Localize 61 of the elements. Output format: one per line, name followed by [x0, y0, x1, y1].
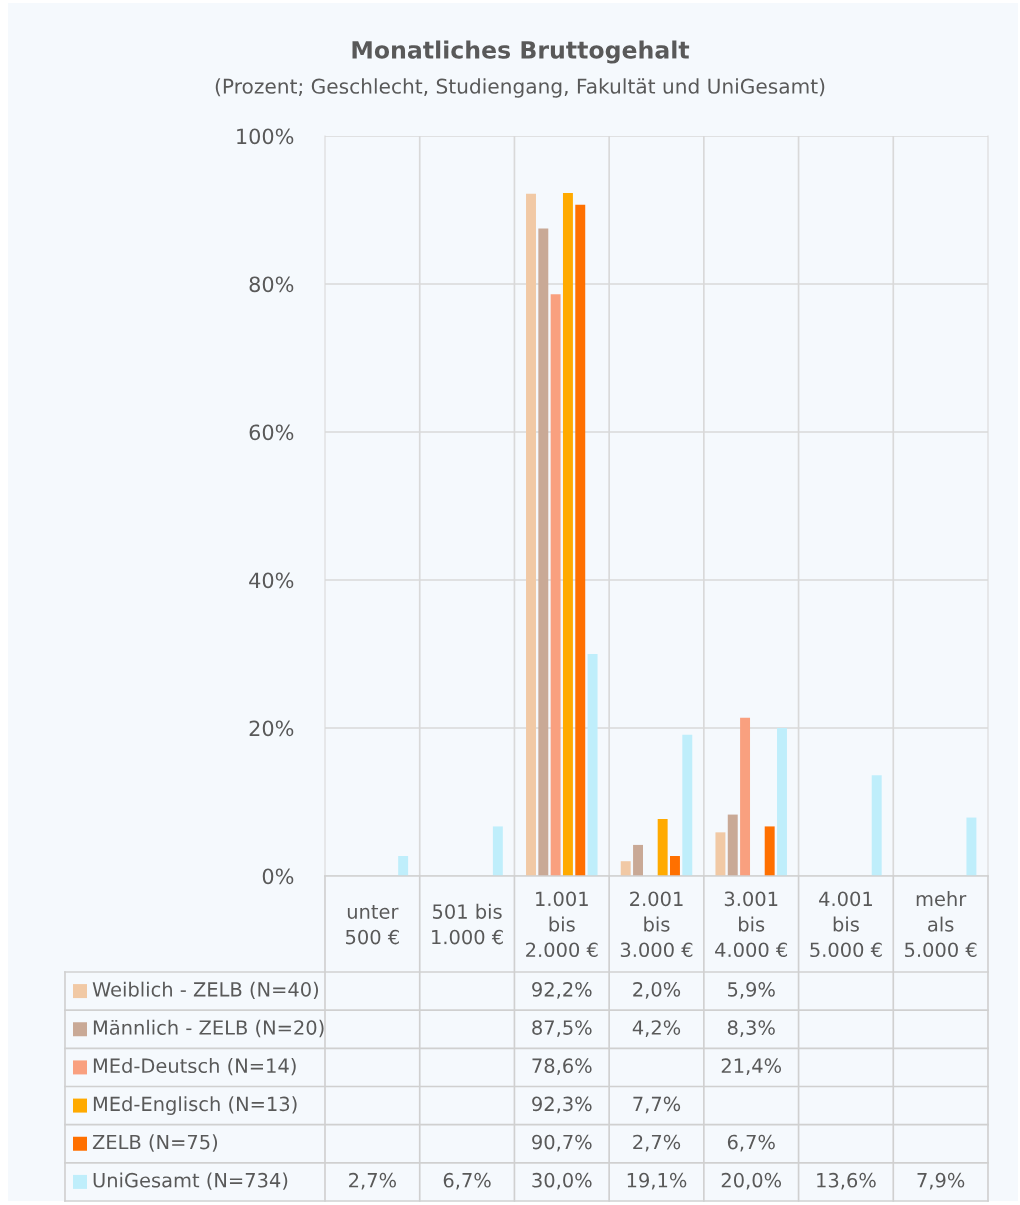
x-tick-label: unter 500 € [346, 904, 399, 945]
data-label: 8,3% [727, 1020, 775, 1037]
bar [715, 832, 726, 876]
y-tick-label: 60% [249, 424, 294, 441]
bar [492, 826, 503, 876]
legend-label: ZELB (N=75) [92, 1134, 218, 1152]
data-label: 30,0% [532, 1172, 592, 1190]
x-tick-label: 3.001 bis 4.000 € [715, 891, 788, 958]
data-label: 2,0% [633, 982, 681, 999]
bar [550, 294, 561, 876]
bar [871, 775, 882, 876]
bar [966, 817, 977, 876]
bar [562, 192, 573, 876]
data-label: 4,2% [632, 1020, 681, 1037]
x-tick-label: 501 bis 1.000 € [432, 903, 503, 945]
bar [575, 204, 586, 876]
data-label: 5,9% [728, 982, 775, 999]
y-tick-label: 0% [262, 868, 294, 885]
chart-subtitle: (Prozent; Geschlecht, Studiengang, Fakultät und UniGesamt) [215, 78, 825, 98]
bar [740, 717, 751, 876]
bar [727, 814, 738, 876]
data-label: 2,7% [633, 1134, 681, 1152]
legend-label: MEd-Englisch (N=13) [93, 1096, 297, 1115]
bar [398, 856, 409, 876]
legend-label: Weiblich - ZELB (N=40) [92, 981, 319, 1000]
y-tick-label: 100% [237, 128, 294, 145]
bar [538, 228, 549, 876]
data-label: 19,1% [627, 1172, 687, 1190]
data-label: 13,6% [817, 1172, 876, 1190]
x-tick-label: 2.001 bis 3.000 € [620, 891, 693, 958]
y-tick-label: 40% [249, 572, 294, 589]
data-label: 78,6% [532, 1058, 592, 1076]
bar [620, 861, 631, 876]
legend-label: Männlich - ZELB (N=20) [93, 1019, 324, 1038]
bar [777, 728, 787, 876]
data-label: 7,7% [633, 1096, 681, 1114]
data-label: 6,7% [727, 1134, 775, 1152]
data-label: 92,2% [532, 982, 592, 999]
x-tick-label: 4.001 bis 5.000 € [810, 891, 882, 958]
bar [633, 844, 643, 876]
x-tick-label: mehr als 5.000 € [905, 891, 977, 958]
legend-label: UniGesamt (N=734) [93, 1172, 288, 1190]
data-label: 92,3% [532, 1096, 592, 1114]
bar [587, 654, 598, 876]
data-label: 87,5% [532, 1020, 592, 1037]
chart-title: Monatliches Bruttogehalt [352, 40, 690, 64]
data-label: 21,4% [721, 1058, 782, 1076]
y-tick-label: 80% [249, 276, 294, 293]
bar [764, 826, 775, 876]
x-tick-label: 1.001 bis 2.000 € [526, 891, 598, 958]
bar [526, 193, 536, 876]
data-label: 90,7% [532, 1134, 592, 1152]
data-label: 7,9% [917, 1172, 965, 1190]
data-label: 2,7% [349, 1172, 396, 1190]
y-tick-label: 20% [249, 720, 294, 737]
legend-label: MEd-Deutsch (N=14) [93, 1058, 296, 1076]
bar [670, 856, 680, 876]
bar [657, 819, 668, 876]
data-label: 6,7% [443, 1172, 491, 1190]
bar [682, 734, 693, 876]
data-label: 20,0% [721, 1172, 782, 1190]
